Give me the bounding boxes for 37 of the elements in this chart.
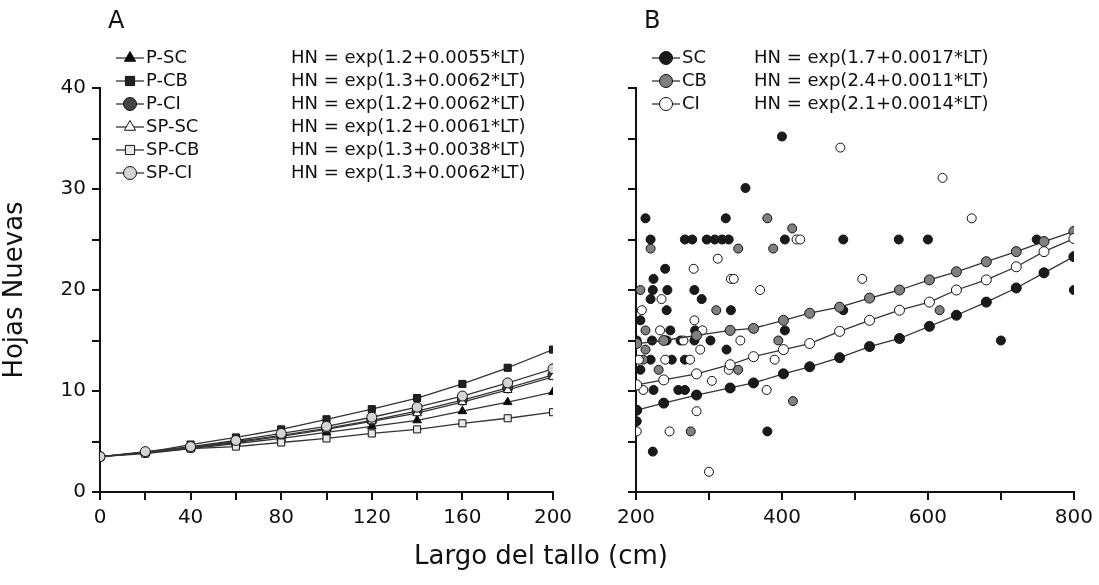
legend-label: P-SC xyxy=(146,45,187,67)
x-tick-label: 160 xyxy=(443,504,482,529)
annotation: HN = exp(1.3+0.0062*LT) xyxy=(291,160,526,182)
y-axis-title: Hojas Nuevas xyxy=(0,201,29,379)
y-tick-label: 10 xyxy=(60,377,86,402)
x-tick-label: 120 xyxy=(352,504,391,529)
x-tick-label: 80 xyxy=(268,504,294,529)
y-tick-label: 40 xyxy=(60,74,86,99)
text: HN = exp(1.7+0.0017*LT) xyxy=(754,45,989,67)
legend-label: SC xyxy=(682,45,706,67)
y-tick-label: 0 xyxy=(73,478,86,503)
legend-label: SP-CB xyxy=(146,137,200,159)
legend-label: SP-SC xyxy=(146,114,199,136)
annotation: HN = exp(1.2+0.0062*LT) xyxy=(291,91,526,113)
chart-title: A xyxy=(108,6,125,35)
x-axis-title: Largo del tallo (cm) xyxy=(413,540,669,570)
x-tick-label: 200 xyxy=(616,504,656,529)
annotation: HN = exp(2.1+0.0014*LT) xyxy=(754,91,989,113)
annotation: HN = exp(2.4+0.0011*LT) xyxy=(754,68,989,90)
x-tick-label: 200 xyxy=(533,504,573,529)
annotation: HN = exp(1.2+0.0061*LT) xyxy=(291,114,526,136)
x-tick-label: 0 xyxy=(93,504,107,529)
legend-label: SP-CI xyxy=(146,160,193,182)
legend-label: CB xyxy=(682,68,707,90)
x-tick-label: 40 xyxy=(177,504,204,529)
x-tick-label: 600 xyxy=(908,504,948,529)
chart-title: B xyxy=(644,6,661,35)
legend-label: P-CI xyxy=(146,91,181,113)
annotation: HN = exp(1.3+0.0038*LT) xyxy=(291,137,526,159)
annotation: HN = exp(1.3+0.0062*LT) xyxy=(291,68,526,90)
x-tick-label: 400 xyxy=(762,504,802,529)
x-tick-label: 800 xyxy=(1054,504,1094,529)
legend-label: P-CB xyxy=(146,68,188,90)
y-tick-label: 20 xyxy=(60,276,86,301)
text: HN = exp(1.2+0.0055*LT) xyxy=(291,45,526,67)
y-tick-label: 30 xyxy=(60,175,86,200)
legend-label: CI xyxy=(682,91,700,113)
